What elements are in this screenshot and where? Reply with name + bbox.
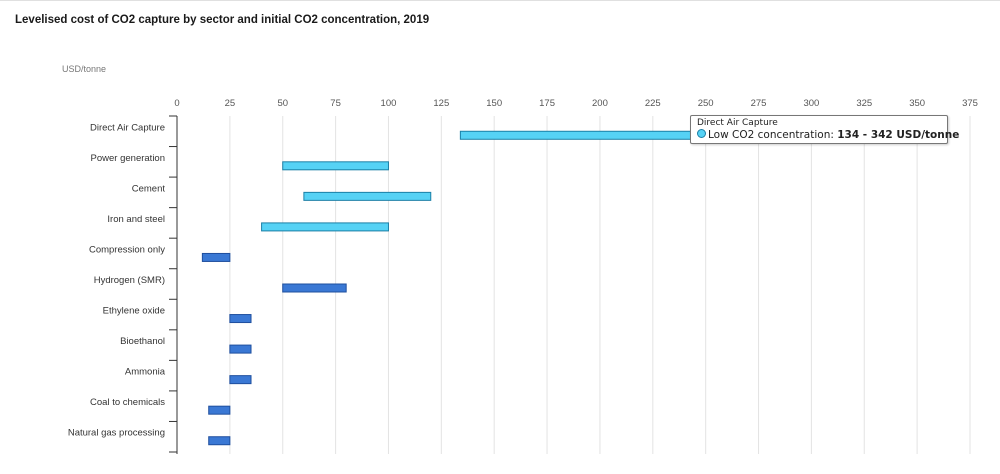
chart-tooltip: Direct Air Capture Low CO2 concentration… — [690, 115, 959, 144]
x-tick-label: 100 — [381, 98, 397, 109]
x-tick-label: 0 — [174, 98, 179, 109]
x-tick-label: 275 — [751, 98, 767, 109]
tooltip-title: Direct Air Capture — [697, 118, 778, 128]
x-tick-label: 375 — [962, 98, 978, 109]
series-marker-icon — [697, 129, 706, 138]
category-label: Compression only — [89, 244, 165, 255]
range-bar — [229, 375, 252, 385]
x-tick-label: 75 — [330, 98, 341, 109]
category-label: Bioethanol — [120, 336, 165, 347]
tooltip-row: Low CO2 concentration: 134 - 342 USD/ton… — [697, 129, 959, 142]
range-bar — [282, 283, 347, 293]
x-tick-label: 250 — [698, 98, 714, 109]
category-label: Cement — [132, 183, 166, 194]
x-tick-label: 175 — [539, 98, 555, 109]
x-tick-label: 150 — [486, 98, 502, 109]
x-tick-label: 325 — [856, 98, 872, 109]
tooltip-value: 134 - 342 USD/tonne — [837, 129, 960, 141]
category-label: Direct Air Capture — [90, 122, 165, 133]
range-bar — [229, 344, 252, 354]
range-bar — [201, 252, 231, 262]
range-bar — [303, 191, 432, 201]
x-tick-label: 225 — [645, 98, 661, 109]
range-bar — [282, 161, 389, 171]
x-tick-label: 200 — [592, 98, 608, 109]
tooltip-series-label: Low CO2 concentration: — [708, 129, 838, 141]
unit-label: USD/tonne — [62, 64, 107, 74]
category-label: Hydrogen (SMR) — [94, 275, 165, 286]
x-tick-label: 25 — [225, 98, 236, 109]
range-bar — [208, 436, 231, 446]
range-bar — [229, 314, 252, 324]
range-bar — [261, 222, 389, 232]
category-label: Ammonia — [125, 367, 166, 378]
category-label: Coal to chemicals — [90, 397, 165, 408]
x-tick-label: 300 — [803, 98, 819, 109]
category-label: Power generation — [91, 153, 165, 164]
x-tick-label: 350 — [909, 98, 925, 109]
category-label: Natural gas processing — [68, 428, 165, 439]
range-bar — [208, 405, 231, 415]
x-tick-label: 50 — [277, 98, 288, 109]
x-tick-label: 125 — [433, 98, 449, 109]
category-label: Ethylene oxide — [103, 306, 165, 317]
chart-title: Levelised cost of CO2 capture by sector … — [15, 14, 430, 26]
category-label: Iron and steel — [107, 214, 165, 225]
top-divider — [0, 0, 1000, 1]
